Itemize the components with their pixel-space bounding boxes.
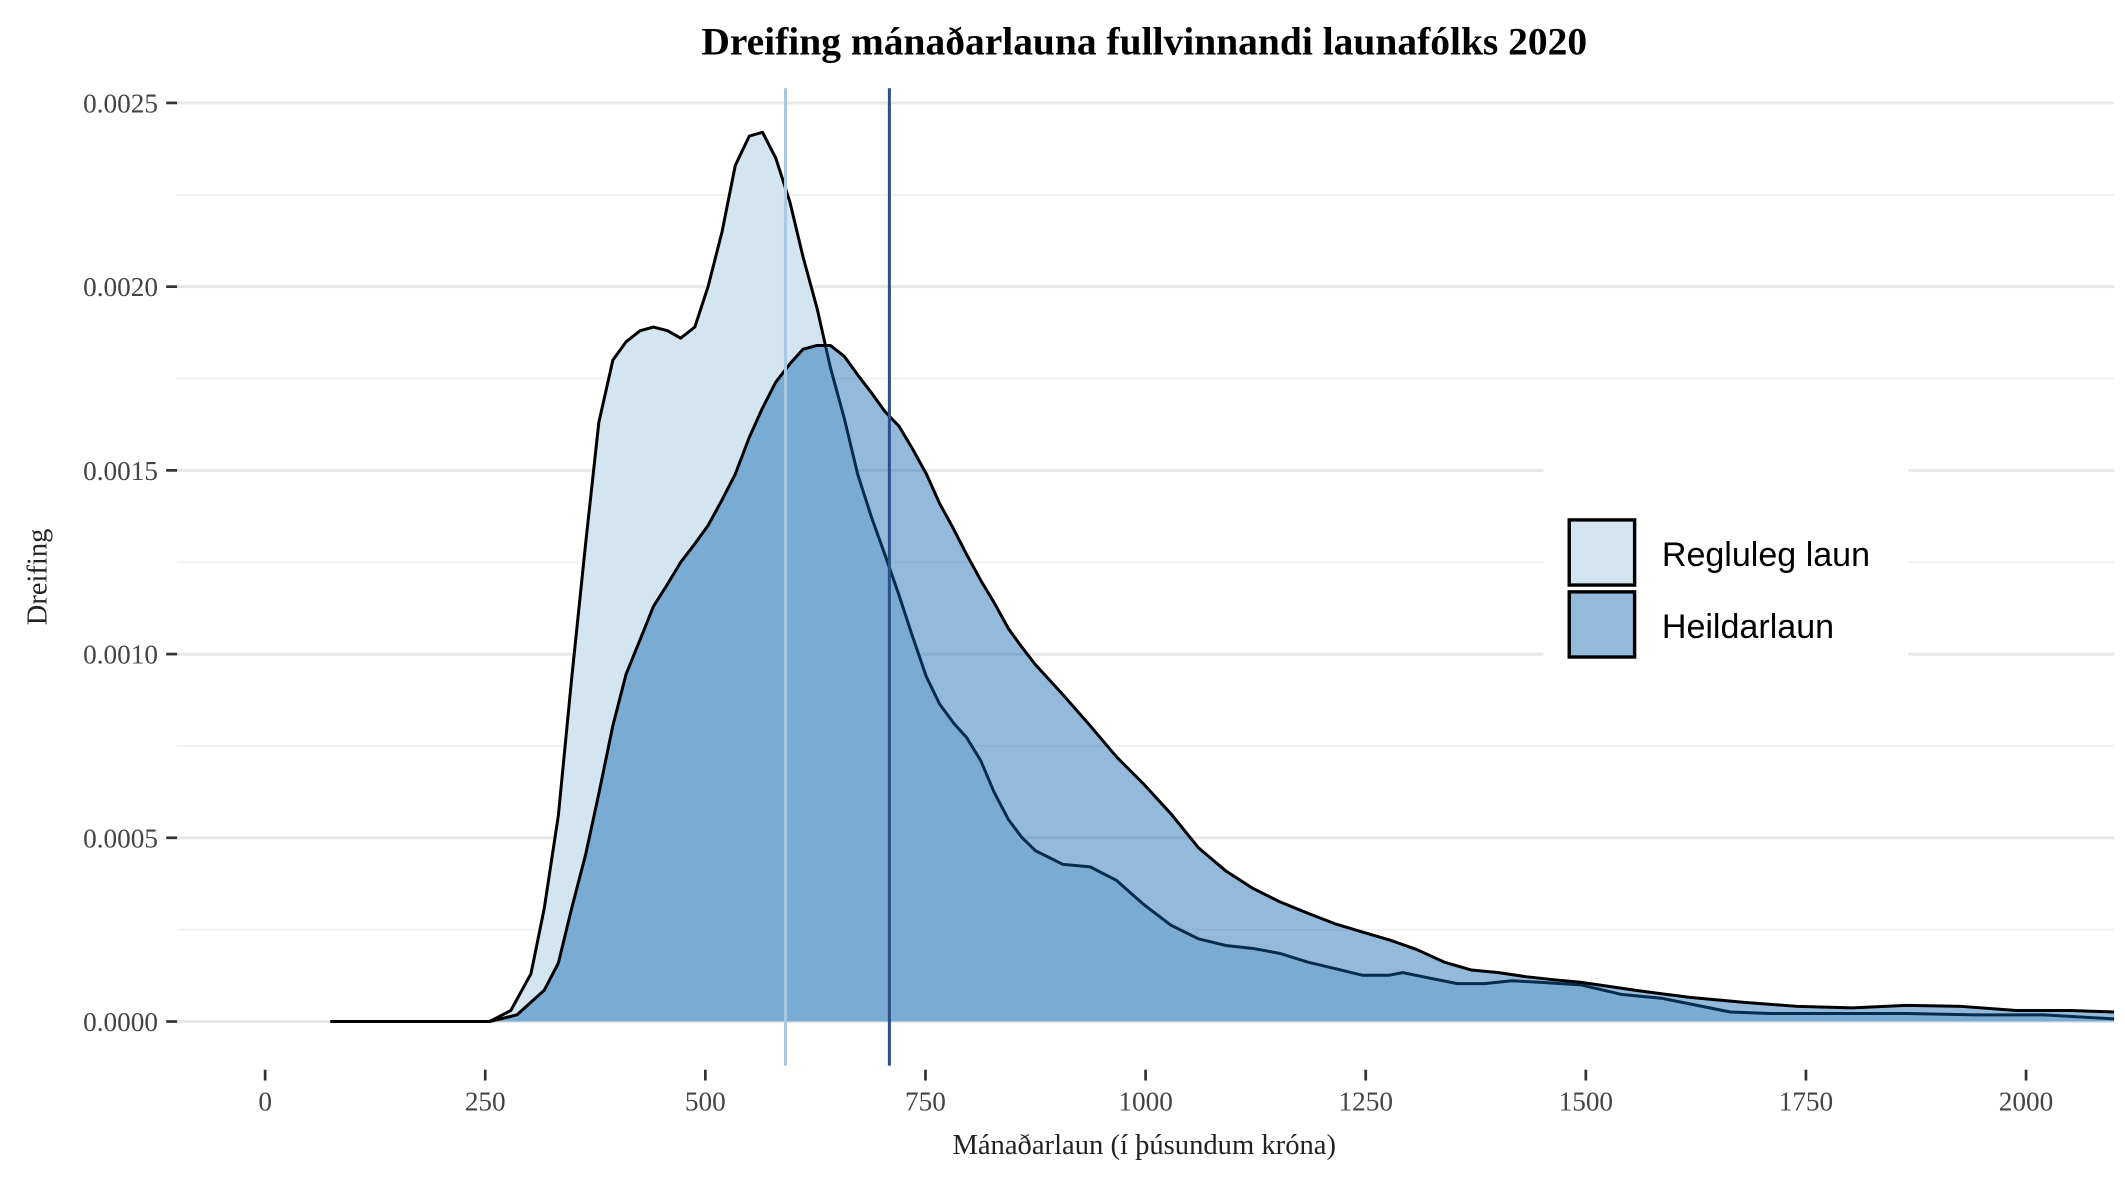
x-axis: 0 250 500 750 1000 1250 1500 1750 2000: [258, 1069, 2053, 1116]
y-tick-label: 0.0000: [83, 1007, 158, 1037]
y-axis-label: Dreifing: [22, 529, 53, 626]
y-tick-label: 0.0025: [83, 88, 158, 118]
density-line-regluleg-laun: [330, 130, 2115, 1023]
legend-key-heildarlaun: [1567, 590, 1637, 659]
y-tick-label: 0.0020: [83, 272, 158, 302]
x-tick-label: 500: [685, 1086, 726, 1116]
x-tick-label: 2000: [1999, 1086, 2053, 1116]
x-tick-label: 1000: [1118, 1086, 1172, 1116]
legend: Regluleg laun Heildarlaun: [1543, 468, 1909, 659]
y-tick-label: 0.0005: [83, 823, 158, 853]
y-tick-label: 0.0010: [83, 640, 158, 670]
x-tick-label: 1500: [1559, 1086, 1613, 1116]
legend-label-heildarlaun: Heildarlaun: [1662, 608, 1834, 646]
x-tick-label: 750: [905, 1086, 946, 1116]
x-axis-label: Mánaðarlaun (í þúsundum króna): [952, 1130, 1336, 1161]
y-axis: 0.0000 0.0005 0.0010 0.0015 0.0020 0.0025: [83, 88, 178, 1037]
density-area-heildarlaun: [330, 345, 2115, 1022]
x-tick-label: 1250: [1338, 1086, 1392, 1116]
legend-key-regluleg-laun: [1567, 518, 1637, 587]
x-tick-label: 250: [465, 1086, 506, 1116]
series-layer: [330, 88, 2115, 1066]
x-tick-label: 0: [258, 1086, 272, 1116]
x-tick-label: 1750: [1779, 1086, 1833, 1116]
density-area-regluleg-laun: [330, 132, 2115, 1022]
y-tick-label: 0.0015: [83, 456, 158, 486]
density-line-heildarlaun: [330, 343, 2115, 1023]
chart-title: Dreifing mánaðarlauna fullvinnandi launa…: [701, 19, 1587, 63]
legend-label-regluleg-laun: Regluleg laun: [1662, 536, 1870, 574]
